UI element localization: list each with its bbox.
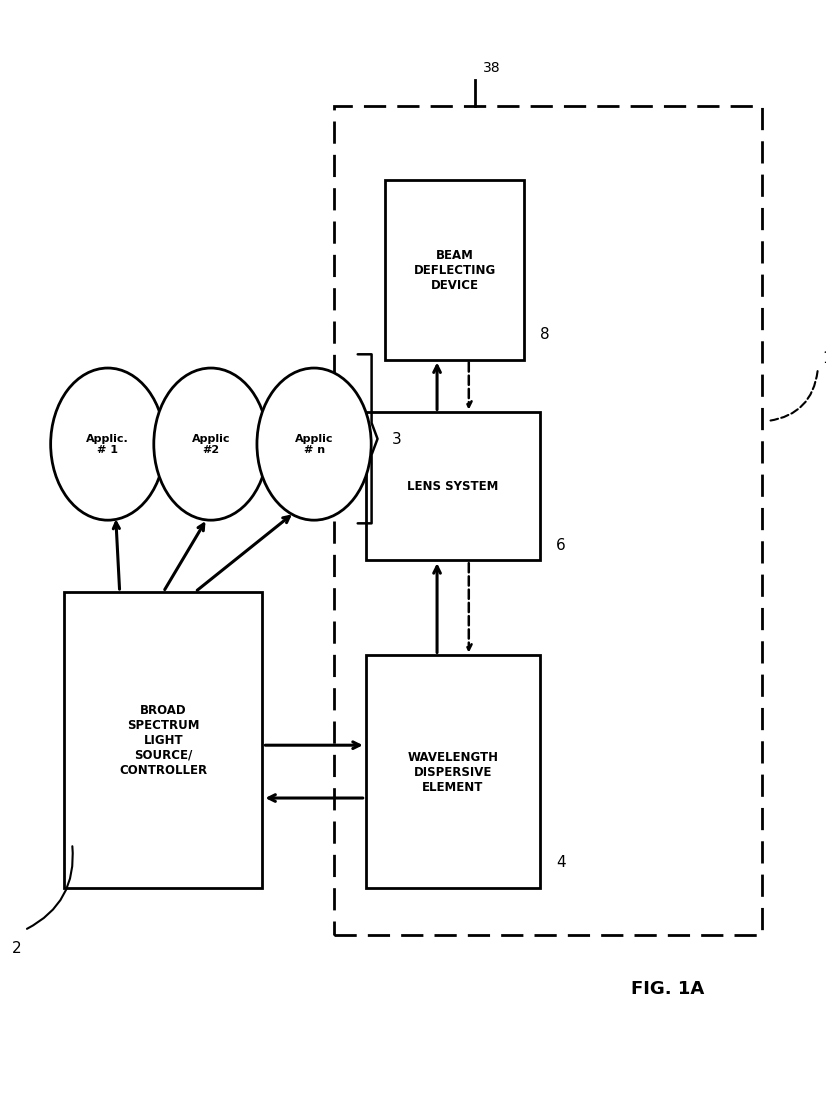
Text: 38: 38	[483, 60, 501, 75]
Bar	[64, 592, 263, 888]
Text: 4: 4	[556, 855, 565, 870]
Circle shape	[154, 368, 268, 520]
Circle shape	[257, 368, 371, 520]
Text: FIG. 1A: FIG. 1A	[630, 979, 704, 998]
Text: 8: 8	[540, 327, 549, 342]
Circle shape	[50, 368, 165, 520]
Bar	[365, 412, 540, 561]
Text: BROAD
SPECTRUM
LIGHT
SOURCE/
CONTROLLER: BROAD SPECTRUM LIGHT SOURCE/ CONTROLLER	[119, 704, 207, 777]
Text: LENS SYSTEM: LENS SYSTEM	[407, 480, 498, 493]
Text: WAVELENGTH
DISPERSIVE
ELEMENT: WAVELENGTH DISPERSIVE ELEMENT	[407, 750, 498, 793]
Text: Applic
#2: Applic #2	[192, 433, 230, 455]
Bar	[385, 180, 524, 360]
Text: 6: 6	[556, 538, 566, 553]
Bar	[334, 107, 762, 935]
Bar	[365, 656, 540, 888]
Text: 3: 3	[392, 431, 401, 447]
Text: BEAM
DEFLECTING
DEVICE: BEAM DEFLECTING DEVICE	[414, 249, 496, 292]
Text: 2: 2	[12, 940, 21, 956]
Text: Applic
# n: Applic # n	[295, 433, 333, 455]
Text: 1: 1	[821, 351, 826, 365]
Text: Applic.
# 1: Applic. # 1	[87, 433, 129, 455]
